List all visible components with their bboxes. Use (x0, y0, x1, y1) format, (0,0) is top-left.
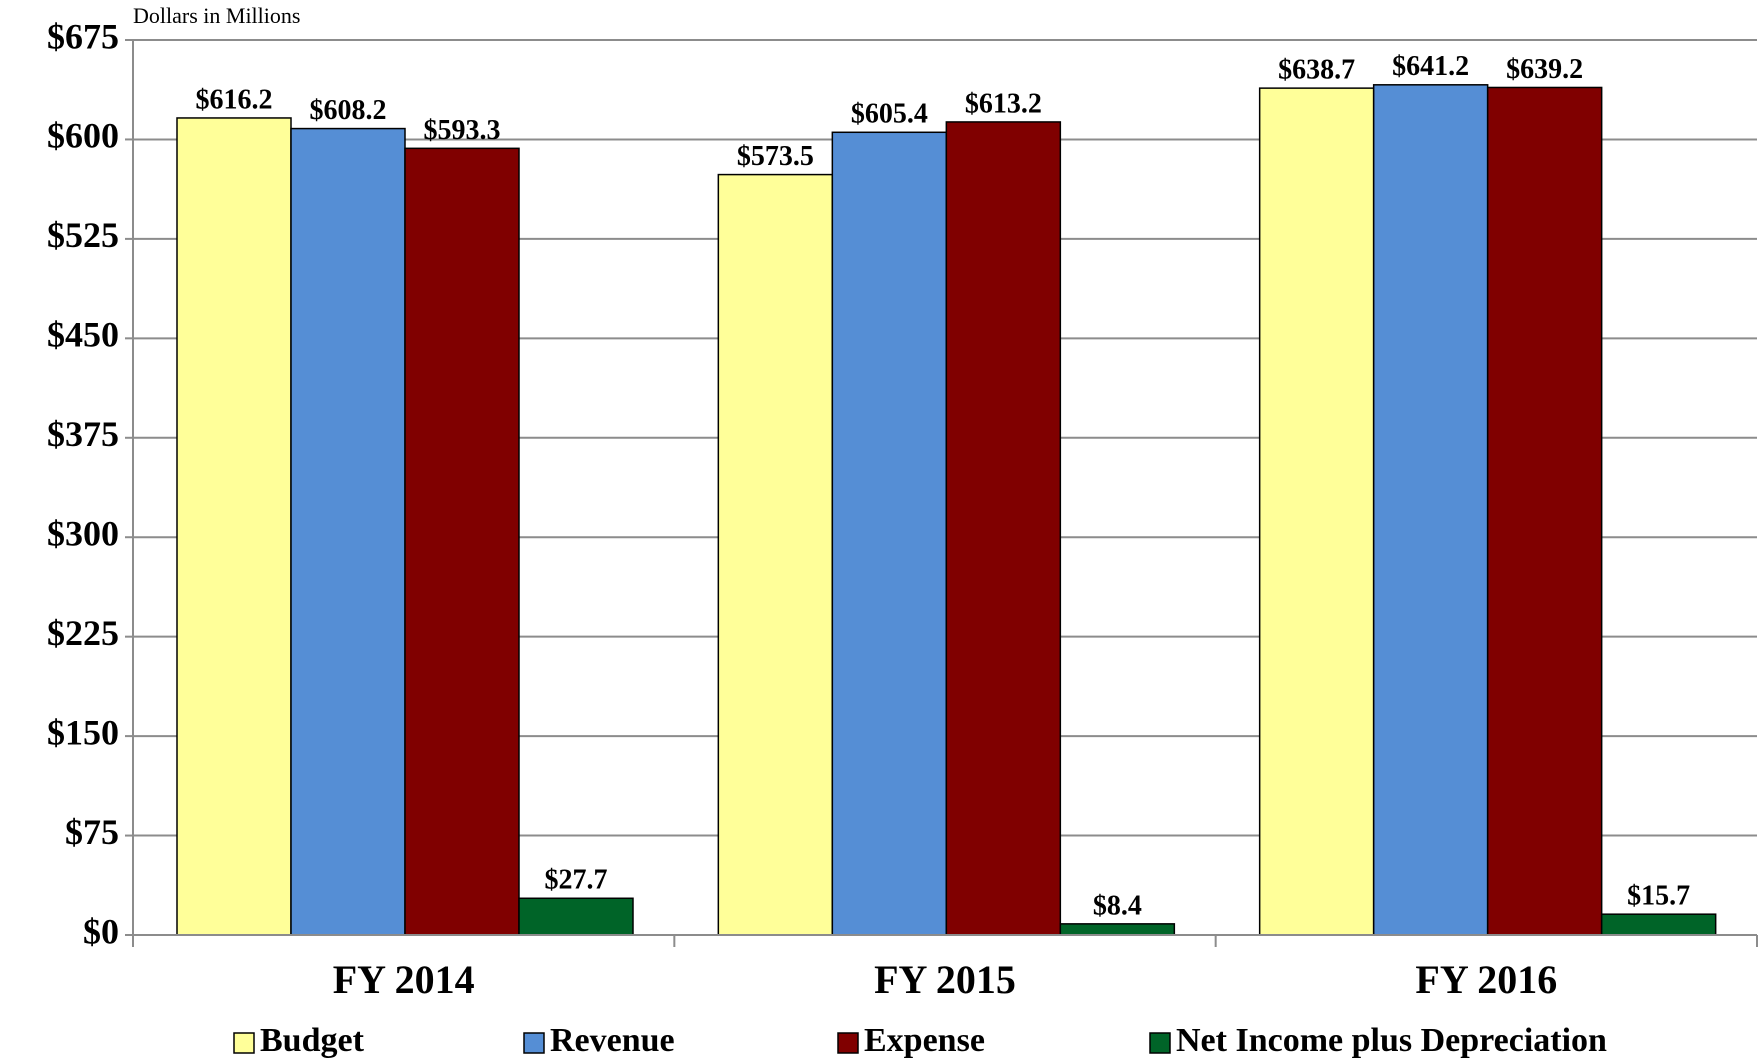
bar (290, 127, 406, 936)
data-label: $593.3 (424, 115, 501, 146)
legend-swatch (1149, 1032, 1171, 1054)
legend-swatch (837, 1032, 859, 1054)
x-tick-label: FY 2016 (1415, 957, 1557, 1002)
y-tick-label: $600 (47, 116, 119, 156)
legend-label: Net Income plus Depreciation (1176, 1022, 1607, 1059)
y-tick-label: $75 (65, 812, 119, 852)
y-tick-label: $450 (47, 315, 119, 355)
data-label: $27.7 (545, 865, 608, 896)
bar (831, 131, 948, 936)
y-tick-label: $525 (47, 215, 119, 255)
legend-label: Expense (864, 1022, 985, 1059)
data-label: $8.4 (1093, 890, 1142, 921)
bar (717, 173, 834, 936)
legend-swatch (523, 1032, 545, 1054)
legend-label: Revenue (550, 1022, 675, 1059)
legend-swatch (233, 1032, 255, 1054)
bar (176, 117, 292, 936)
data-label: $613.2 (965, 88, 1042, 119)
data-label: $573.5 (737, 141, 814, 172)
bar (404, 147, 520, 936)
data-label: $616.2 (196, 84, 273, 115)
bar (1486, 86, 1603, 936)
y-tick-label: $0 (83, 911, 119, 951)
bar (1600, 913, 1717, 936)
data-label: $15.7 (1627, 881, 1690, 912)
data-label: $605.4 (851, 99, 928, 130)
bar (945, 121, 1062, 936)
x-tick-label: FY 2015 (874, 957, 1016, 1002)
data-label: $638.7 (1278, 55, 1355, 86)
y-tick-label: $150 (47, 712, 119, 752)
data-label: $641.2 (1392, 51, 1469, 82)
bar (518, 897, 634, 936)
data-label: $608.2 (310, 95, 387, 126)
x-tick-label: FY 2014 (333, 957, 475, 1002)
y-tick-label: $375 (47, 414, 119, 454)
chart-subtitle: Dollars in Millions (133, 3, 300, 28)
y-tick-label: $675 (47, 16, 119, 56)
y-tick-label: $300 (47, 513, 119, 553)
y-tick-label: $225 (47, 613, 119, 653)
bar (1059, 923, 1176, 936)
data-label: $639.2 (1506, 54, 1583, 85)
bar (1372, 84, 1489, 936)
legend-label: Budget (260, 1022, 365, 1059)
bar (1258, 87, 1375, 936)
